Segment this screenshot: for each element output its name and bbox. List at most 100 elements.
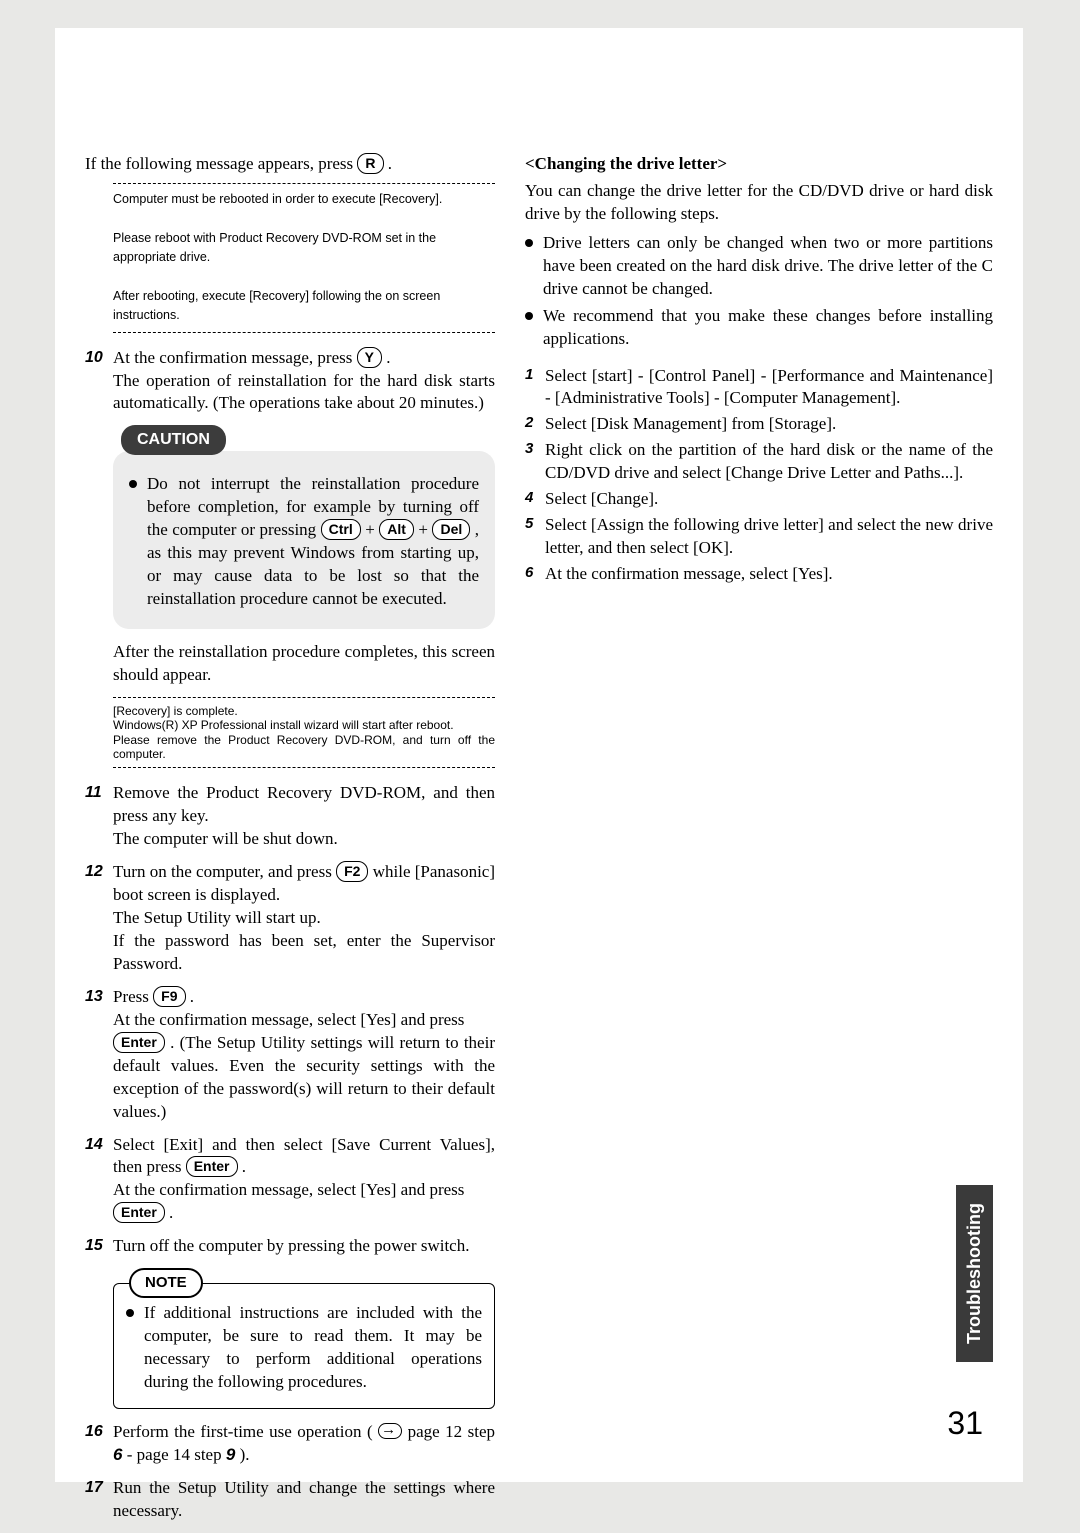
note-bullet: If additional instructions are included … [126,1302,482,1394]
note-label: NOTE [129,1268,203,1298]
note-body: If additional instructions are included … [113,1283,495,1409]
note-block: NOTE If additional instructions are incl… [113,1268,495,1409]
s12-b: The Setup Utility will start up. [113,908,321,927]
s16-c: - page 14 step [127,1445,226,1464]
step-list: 10 At the confirmation message, press Y … [85,347,495,1523]
s16-b: page 12 step [408,1422,495,1441]
step-16: 16 Perform the first-time use operation … [85,1421,495,1467]
s13-c: . (The Setup Utility settings will retur… [113,1033,495,1121]
s13-a: Press [113,987,153,1006]
intro-text: If the following message appears, press [85,154,357,173]
intro-line: If the following message appears, press … [85,153,495,176]
caution-bullet: Do not interrupt the reinstallation proc… [129,473,479,611]
right-intro: You can change the drive letter for the … [525,180,993,226]
s14-a: Select [Exit] and then select [Save Curr… [113,1135,495,1177]
s12-c: If the password has been set, enter the … [113,931,495,973]
step-number: 16 [85,1421,103,1443]
n: 5 [525,514,533,534]
right-step-1: 1 Select [start] - [Control Panel] - [Per… [525,365,993,411]
two-column-layout: If the following message appears, press … [85,153,993,1533]
s16-bold1: 6 [113,1445,122,1464]
after-reinstall-text: After the reinstallation procedure compl… [113,641,495,687]
t: Select [Disk Management] from [Storage]. [545,414,836,433]
step-10: 10 At the confirmation message, press Y … [85,347,495,769]
n: 3 [525,439,533,459]
key-f9: F9 [153,986,185,1007]
s16-bold2: 9 [226,1445,235,1464]
s16-a: Perform the first-time use operation ( [113,1422,378,1441]
box1-line2: Please reboot with Product Recovery DVD-… [113,229,495,268]
manual-page: If the following message appears, press … [55,28,1023,1482]
right-step-2: 2 Select [Disk Management] from [Storage]… [525,413,993,436]
intro-tail: . [388,154,392,173]
t: Select [Change]. [545,489,658,508]
s17-text: Run the Setup Utility and change the set… [113,1478,495,1520]
s14-c: . [169,1203,173,1222]
s13-b: At the confirmation message, select [Yes… [113,1010,464,1029]
caution-label: CAUTION [121,425,226,455]
step-number: 17 [85,1477,103,1499]
right-step-4: 4 Select [Change]. [525,488,993,511]
key-ctrl: Ctrl [321,519,361,540]
step-17: 17 Run the Setup Utility and change the … [85,1477,495,1523]
s11-a: Remove the Product Recovery DVD-ROM, and… [113,783,495,825]
s12-a1: Turn on the computer, and press [113,862,336,881]
s10-text-a: At the confirmation message, press [113,348,357,367]
s14-b: At the confirmation message, select [Yes… [113,1180,464,1199]
step-number: 10 [85,347,103,369]
key-f2: F2 [336,861,368,882]
screen-message-box-2: [Recovery] is complete. Windows(R) XP Pr… [113,697,495,769]
caution-block: CAUTION Do not interrupt the reinstallat… [113,425,495,629]
n: 1 [525,365,533,385]
s10-text-b: The operation of reinstallation for the … [113,371,495,413]
page-number: 31 [947,1405,983,1442]
t: Select [Assign the following drive lette… [545,515,993,557]
s15-text: Turn off the computer by pressing the po… [113,1236,469,1255]
n: 4 [525,488,533,508]
key-enter: Enter [186,1156,238,1177]
step-number: 15 [85,1235,103,1257]
step-12: 12 Turn on the computer, and press F2 wh… [85,861,495,976]
step-number: 12 [85,861,103,883]
step-15: 15 Turn off the computer by pressing the… [85,1235,495,1409]
t: Right click on the partition of the hard… [545,440,993,482]
step-13: 13 Press F9 . At the confirmation messag… [85,986,495,1124]
key-y: Y [357,347,382,368]
box2-line2: Windows(R) XP Professional install wizar… [113,718,495,732]
box1-line1: Computer must be rebooted in order to ex… [113,190,495,209]
n: 6 [525,563,533,583]
screen-message-box-1: Computer must be rebooted in order to ex… [113,183,495,333]
s13-tail: . [190,987,194,1006]
caution-body: Do not interrupt the reinstallation proc… [113,451,495,629]
right-step-3: 3 Right click on the partition of the har… [525,439,993,485]
box2-line1: [Recovery] is complete. [113,704,495,718]
left-column: If the following message appears, press … [85,153,495,1533]
page-ref-icon [378,1423,402,1439]
caution-text-a: Do not interrupt the reinstallation proc… [147,474,479,539]
s14-tail: . [242,1157,246,1176]
step-number: 11 [85,782,102,804]
s10-tail: . [386,348,390,367]
t: Select [start] - [Control Panel] - [Perf… [545,366,993,408]
right-numbered-list: 1 Select [start] - [Control Panel] - [Per… [525,365,993,586]
right-bullets: Drive letters can only be changed when t… [525,232,993,351]
n: 2 [525,413,533,433]
key-r: R [357,153,383,174]
step-number: 14 [85,1134,103,1156]
right-step-5: 5 Select [Assign the following drive lett… [525,514,993,560]
right-bullet-1: Drive letters can only be changed when t… [525,232,993,301]
t: At the confirmation message, select [Yes… [545,564,833,583]
key-enter: Enter [113,1202,165,1223]
key-alt: Alt [379,519,414,540]
section-tab-troubleshooting: Troubleshooting [956,1185,993,1362]
step-14: 14 Select [Exit] and then select [Save C… [85,1134,495,1226]
right-bullet-2: We recommend that you make these changes… [525,305,993,351]
box1-line3: After rebooting, execute [Recovery] foll… [113,287,495,326]
right-step-6: 6 At the confirmation message, select [Ye… [525,563,993,586]
changing-drive-letter-head: <Changing the drive letter> [525,153,993,176]
s11-b: The computer will be shut down. [113,829,338,848]
step-11: 11 Remove the Product Recovery DVD-ROM, … [85,782,495,851]
box2-line3: Please remove the Product Recovery DVD-R… [113,733,495,762]
s16-d: ). [240,1445,250,1464]
key-del: Del [432,519,470,540]
